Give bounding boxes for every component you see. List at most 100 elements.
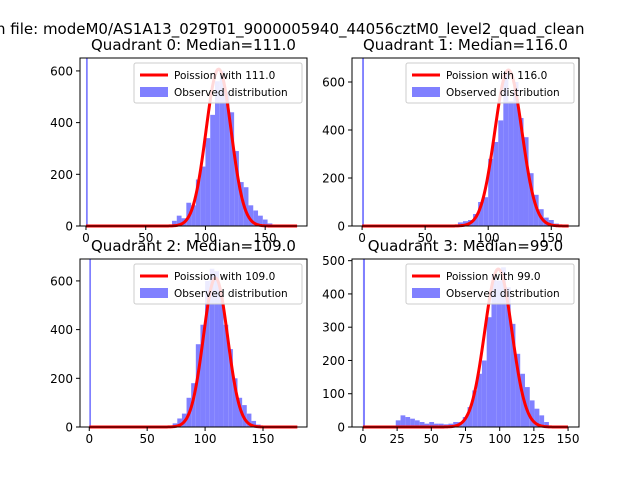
histogram-bar	[362, 259, 365, 427]
histogram-bar	[491, 273, 497, 427]
histogram-bar	[503, 72, 509, 227]
x-tick-label: 150	[252, 432, 275, 446]
legend-label: Observed distribution	[446, 288, 560, 300]
subplot-3: 0 25 50 75 100 125 150 0 100 200 300 400 500 Quadrant…	[322, 237, 579, 446]
histogram-bar	[214, 271, 219, 427]
y-tick-label: 400	[50, 323, 73, 337]
histogram-bar	[539, 415, 545, 427]
histogram-bar	[438, 423, 444, 427]
histogram-bar	[205, 280, 210, 427]
histogram-bar	[510, 323, 516, 427]
x-tick-label: 100	[477, 231, 500, 245]
histogram-bar	[171, 220, 177, 226]
histogram-bar	[513, 82, 519, 226]
subplot-title: Quadrant 0: Median=111.0	[91, 36, 296, 54]
histogram-bars	[89, 259, 261, 427]
y-tick-label: 0	[337, 220, 345, 234]
subplot-1: 0 50 100 150 0 200 400 600 Quadrant 1: Median=11…	[322, 36, 580, 245]
histogram-bar	[486, 317, 492, 427]
subplot-title: Quadrant 1: Median=116.0	[363, 36, 568, 54]
histogram-bar	[462, 417, 468, 427]
histogram-bars	[85, 58, 273, 226]
legend-bar-swatch	[140, 288, 168, 298]
x-tick-label: 50	[140, 432, 155, 446]
histogram-bar	[488, 158, 494, 226]
histogram-bar	[414, 420, 420, 427]
y-tick-label: 0	[65, 421, 73, 435]
histogram-bars	[362, 58, 559, 227]
legend-box	[133, 263, 303, 305]
x-tick-label: 25	[389, 432, 404, 446]
histogram-bar	[410, 418, 415, 427]
histogram-bar	[85, 58, 88, 226]
legend: Poission with 109.0 Observed distribution	[133, 263, 303, 305]
histogram-bar	[248, 205, 254, 226]
histogram-bar	[496, 280, 502, 427]
y-tick-label: 300	[322, 321, 345, 335]
y-tick-label: 100	[322, 387, 345, 401]
x-tick-label: 100	[194, 432, 217, 446]
histogram-bar	[523, 137, 529, 226]
x-tick-label: 100	[194, 231, 217, 245]
histogram-bar	[200, 324, 206, 427]
y-tick-label: 600	[50, 274, 73, 288]
histogram-bar	[548, 220, 554, 226]
histogram-bar	[209, 268, 215, 427]
legend-label: Observed distribution	[446, 87, 560, 99]
histogram-bar	[262, 219, 268, 226]
histogram-bar	[483, 197, 489, 226]
x-tick-label: 150	[254, 231, 277, 245]
legend: Poission with 116.0 Observed distribution	[405, 62, 575, 104]
histogram-bar	[234, 151, 239, 226]
axes-frame	[351, 57, 580, 227]
y-tick-label: 500	[322, 254, 345, 268]
histogram-bar	[191, 205, 196, 226]
x-tick-label: 100	[488, 432, 511, 446]
histogram-bar	[472, 390, 478, 427]
y-tick-label: 600	[322, 76, 345, 90]
histogram-bar	[246, 413, 252, 427]
histogram-bar	[228, 349, 233, 427]
x-tick-label: 0	[85, 432, 93, 446]
x-tick-label: 150	[540, 231, 563, 245]
histogram-bar	[215, 81, 220, 226]
legend: Poission with 111.0 Observed distribution	[133, 62, 303, 104]
histogram-bar	[218, 290, 224, 427]
histogram-bar	[362, 58, 364, 226]
histogram-bar	[237, 397, 243, 427]
histogram-bar	[219, 70, 225, 226]
legend-label: Observed distribution	[174, 288, 288, 300]
x-tick-label: 0	[82, 231, 90, 245]
legend-label: Observed distribution	[174, 87, 288, 99]
histogram-bar	[400, 415, 406, 427]
histogram-bar	[176, 215, 182, 226]
y-tick-label: 0	[337, 421, 345, 435]
legend: Poission with 99.0 Observed distribution	[405, 263, 575, 305]
histogram-bar	[238, 182, 244, 226]
figure-suptitle: n file: modeM0/AS1A13_029T01_9000005940_…	[0, 20, 585, 39]
x-tick-label: 0	[358, 231, 366, 245]
x-tick-label: 0	[359, 432, 367, 446]
histogram-bar	[224, 91, 230, 226]
axes-frame	[79, 258, 308, 428]
legend-bar-swatch	[412, 288, 440, 298]
x-tick-label: 50	[424, 432, 439, 446]
legend-label: Poission with 109.0	[174, 271, 275, 283]
histogram-bar	[528, 173, 534, 226]
histogram-bar	[518, 118, 524, 226]
y-tick-label: 200	[50, 168, 73, 182]
y-tick-label: 0	[65, 220, 73, 234]
histogram-bar	[534, 408, 540, 427]
y-tick-label: 200	[50, 372, 73, 386]
histogram-bar	[243, 187, 249, 226]
subplot-0: 0 50 100 150 0 200 400 600 Quadrant 0: Median=11…	[50, 36, 308, 245]
subplot-title: Quadrant 3: Median=99.0	[368, 237, 563, 255]
histogram-bar	[395, 420, 401, 427]
legend-label: Poission with 99.0	[446, 271, 541, 283]
histogram-bar	[419, 422, 425, 427]
legend-bar-swatch	[140, 87, 168, 97]
y-tick-label: 400	[322, 287, 345, 301]
legend-box	[405, 62, 575, 104]
histogram-bar	[508, 101, 514, 226]
